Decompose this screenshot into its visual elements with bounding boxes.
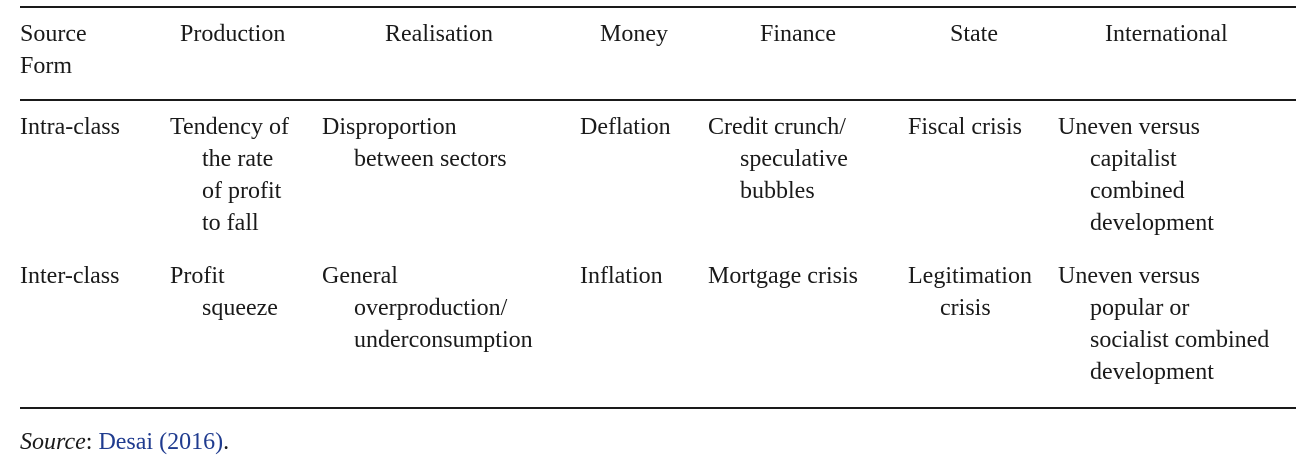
header-realisation: Realisation — [385, 18, 493, 50]
header-line: Source — [20, 21, 87, 47]
source-separator: : — [85, 429, 99, 455]
cell-line: Profit — [170, 263, 225, 289]
cell-line: the rate — [202, 146, 274, 172]
header-source-form: Source Form — [20, 18, 87, 82]
table-row-inter-class-production: Profit squeeze — [170, 260, 278, 324]
cell-line: crisis — [940, 295, 991, 321]
cell-line: development — [1090, 359, 1214, 385]
cell-line: of profit — [202, 178, 282, 204]
cell-line: bubbles — [740, 178, 815, 204]
header-line: Form — [20, 53, 73, 79]
cell-line: Legitimation — [908, 263, 1032, 289]
cell-line: underconsumption — [354, 327, 533, 353]
source-label: Source — [20, 429, 86, 455]
table-row-intra-class-production: Tendency of the rate of profit to fall — [170, 111, 289, 239]
header-production: Production — [180, 18, 285, 50]
cell-line: Fiscal crisis — [908, 114, 1022, 140]
table-row-inter-class-state: Legitimation crisis — [908, 260, 1032, 324]
table-row-intra-class-realisation: Disproportion between sectors — [322, 111, 507, 175]
top-rule — [20, 6, 1296, 8]
cell-line: to fall — [202, 210, 259, 236]
header-state: State — [950, 18, 998, 50]
header-rule — [20, 99, 1296, 101]
cell-line: speculative — [740, 146, 848, 172]
table-row-inter-class-realisation: General overproduction/ underconsumption — [322, 260, 533, 356]
cell-line: development — [1090, 210, 1214, 236]
cell-line: Tendency of — [170, 114, 289, 140]
header-finance: Finance — [760, 18, 836, 50]
header-money: Money — [600, 18, 668, 50]
table-row-inter-class-form: Inter-class — [20, 260, 119, 292]
table-row-inter-class-international: Uneven versus popular or socialist combi… — [1058, 260, 1269, 388]
cell-line: Uneven versus — [1058, 263, 1200, 289]
header-international: International — [1105, 18, 1228, 50]
cell-line: combined — [1090, 178, 1185, 204]
header-line: Production — [180, 21, 286, 47]
table-row-inter-class-finance: Mortgage crisis — [708, 260, 858, 292]
cell-line: popular or — [1090, 295, 1190, 321]
bottom-rule — [20, 407, 1296, 409]
cell-line: Intra-class — [20, 114, 120, 140]
header-line: Money — [600, 21, 668, 47]
citation-link[interactable]: Desai (2016) — [98, 429, 224, 455]
table-row-intra-class-finance: Credit crunch/ speculative bubbles — [708, 111, 848, 207]
header-line: Realisation — [385, 21, 493, 47]
cell-line: Credit crunch/ — [708, 114, 846, 140]
header-line: Finance — [760, 21, 836, 47]
cell-line: between sectors — [354, 146, 507, 172]
table-row-intra-class-international: Uneven versus capitalist combined develo… — [1058, 111, 1214, 239]
cell-line: Inter-class — [20, 263, 120, 289]
cell-line: Mortgage crisis — [708, 263, 858, 289]
cell-line: squeeze — [202, 295, 278, 321]
source-end: . — [223, 429, 230, 455]
source-note: Source: Desai (2016). — [20, 426, 229, 458]
cell-line: overproduction/ — [354, 295, 508, 321]
table-row-intra-class-form: Intra-class — [20, 111, 120, 143]
header-line: International — [1105, 21, 1228, 47]
cell-line: Uneven versus — [1058, 114, 1200, 140]
cell-line: socialist combined — [1090, 327, 1270, 353]
table-row-intra-class-money: Deflation — [580, 111, 671, 143]
table-row-intra-class-state: Fiscal crisis — [908, 111, 1022, 143]
cell-line: General — [322, 263, 398, 289]
header-line: State — [950, 21, 998, 47]
cell-line: Deflation — [580, 114, 671, 140]
cell-line: Inflation — [580, 263, 663, 289]
table-row-inter-class-money: Inflation — [580, 260, 663, 292]
cell-line: Disproportion — [322, 114, 457, 140]
cell-line: capitalist — [1090, 146, 1177, 172]
